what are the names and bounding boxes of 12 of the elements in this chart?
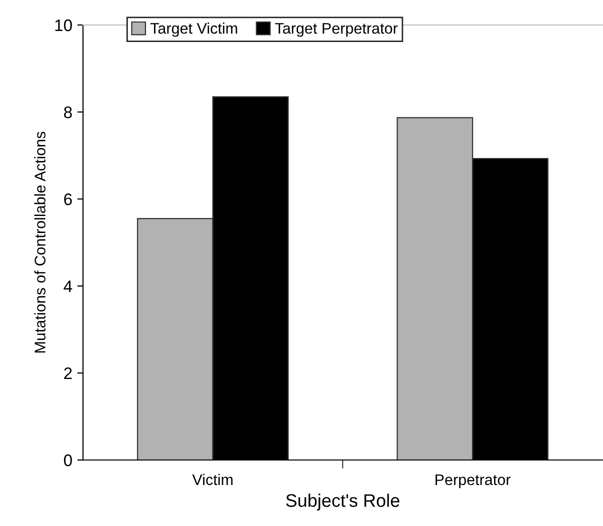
y-tick-label: 4 xyxy=(64,280,72,292)
y-tick-label: 8 xyxy=(64,106,72,118)
y-tick-label: 0 xyxy=(64,454,72,466)
x-axis-title: Subject's Role xyxy=(286,494,400,511)
legend-label: Target Perpetrator xyxy=(275,23,398,37)
y-tick-label: 10 xyxy=(55,19,72,32)
y-axis-title: Mutations of Controllable Actions xyxy=(34,132,46,352)
y-tick-label: 6 xyxy=(64,193,72,206)
y-tick-label: 2 xyxy=(64,367,72,380)
x-tick-label: Victim xyxy=(192,474,232,486)
legend-label: Target Victim xyxy=(150,22,238,37)
x-tick-label: Perpetrator xyxy=(436,474,511,488)
